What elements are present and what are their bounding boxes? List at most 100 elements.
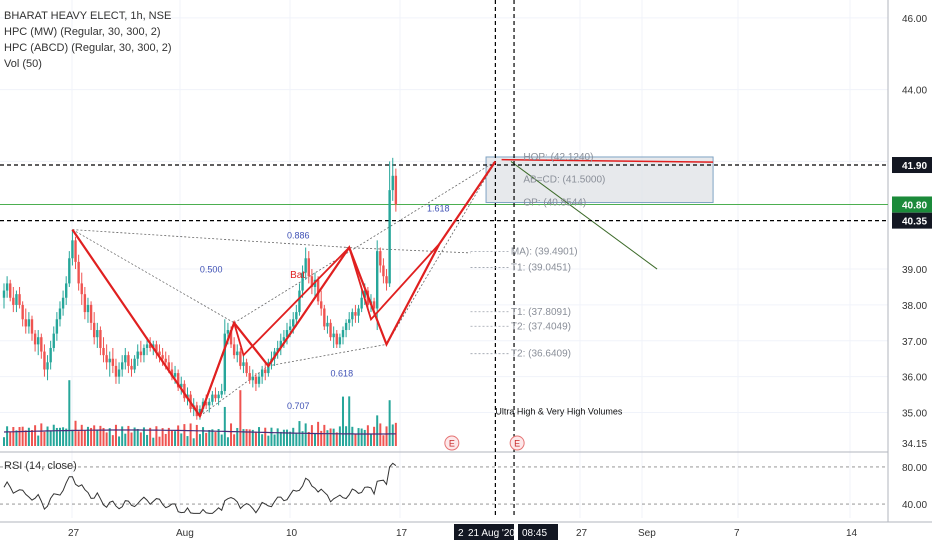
volume-bar xyxy=(18,427,21,446)
volume-bar xyxy=(177,425,180,446)
candle-body xyxy=(226,330,230,334)
volume-bar xyxy=(27,427,30,446)
volume-bar xyxy=(183,424,186,446)
volume-bar xyxy=(236,427,239,446)
candle-body xyxy=(24,319,27,327)
candle-body xyxy=(310,276,314,287)
price-axis-label: 36.00 xyxy=(902,373,927,384)
pattern-label: Bat xyxy=(290,270,305,281)
fib-dotted-line xyxy=(233,161,496,324)
candle-body xyxy=(264,369,267,374)
candle-body xyxy=(329,322,332,338)
price-axis-label: 35.00 xyxy=(902,409,927,420)
fib-ratio-label: 0.886 xyxy=(287,231,310,241)
candle-body xyxy=(282,337,286,341)
volume-bar xyxy=(37,435,40,446)
candle-body xyxy=(229,330,233,345)
price-axis-label: 38.00 xyxy=(902,301,927,312)
target-label: T2: (37.4049) xyxy=(511,321,571,332)
candle-body xyxy=(27,319,31,327)
volume-bar xyxy=(357,428,360,446)
indicator-abcd-label: HPC (ABCD) (Regular, 30, 300, 2) xyxy=(4,42,172,54)
candle-body xyxy=(164,358,167,363)
time-tag-label: 21 xyxy=(458,528,470,539)
volume-bar xyxy=(114,424,117,446)
volume-bar xyxy=(338,426,341,446)
fib-ratio-label: 0.500 xyxy=(200,265,223,275)
abcd-pattern-line xyxy=(199,243,441,417)
volume-bar xyxy=(40,423,43,446)
candle-body xyxy=(108,358,111,363)
volume-bar xyxy=(127,425,130,446)
candle-body xyxy=(348,319,351,323)
candle-body xyxy=(279,340,282,348)
candle-body xyxy=(344,322,348,331)
candle-body xyxy=(208,401,211,406)
time-axis-label: 7 xyxy=(734,528,740,539)
candle-body xyxy=(232,344,236,356)
volume-bar xyxy=(170,430,173,446)
candle-body xyxy=(71,240,74,259)
price-tag-bg xyxy=(892,196,932,213)
volume-bar xyxy=(369,433,372,446)
volume-bar xyxy=(251,429,254,446)
candle-body xyxy=(211,394,214,402)
volume-bar xyxy=(12,427,15,446)
volume-bar xyxy=(382,435,385,446)
candle-body xyxy=(155,344,158,352)
volume-bar xyxy=(329,428,332,446)
volume-bar xyxy=(186,436,189,446)
candle-body xyxy=(372,301,376,309)
volume-bar xyxy=(363,429,366,446)
volume-bar xyxy=(323,424,326,446)
time-axis-label: 10 xyxy=(286,528,298,539)
candle-body xyxy=(360,297,363,309)
volume-bar xyxy=(354,433,357,446)
candle-body xyxy=(2,290,6,298)
volume-bar xyxy=(245,429,248,446)
volume-bar xyxy=(335,432,338,446)
volume-bar xyxy=(276,428,279,446)
candle-body xyxy=(220,391,223,395)
candle-body xyxy=(276,347,279,352)
target-label: OP: (40.8544) xyxy=(523,198,586,209)
volume-bar xyxy=(261,434,264,446)
volume-bar xyxy=(379,423,382,446)
candle-body xyxy=(65,283,68,298)
time-tag-bg xyxy=(518,524,558,540)
volume-bar xyxy=(202,427,205,446)
candle-body xyxy=(316,279,320,302)
price-axis-label: 39.00 xyxy=(902,265,927,276)
volume-bar xyxy=(310,425,313,446)
candle-body xyxy=(248,373,251,381)
indicator-volume-label: Vol (50) xyxy=(4,58,42,70)
candle-body xyxy=(376,251,379,309)
target-label: MA): (39.4901) xyxy=(511,246,578,257)
candle-body xyxy=(292,319,295,327)
time-axis-label: 17 xyxy=(396,528,408,539)
volume-bar xyxy=(273,434,276,446)
candle-body xyxy=(114,365,118,377)
volume-bar xyxy=(211,429,214,446)
volume-bar xyxy=(46,426,49,446)
candle-body xyxy=(204,401,208,406)
candle-body xyxy=(83,294,87,313)
candle-body xyxy=(214,394,217,399)
rsi-line xyxy=(3,462,397,514)
volume-bar xyxy=(111,435,114,446)
candle-body xyxy=(68,258,71,284)
candle-body xyxy=(18,294,21,305)
volume-bar xyxy=(9,431,12,446)
harmonic-pattern-line xyxy=(71,160,497,419)
volume-bar xyxy=(341,396,344,446)
volume-bar xyxy=(180,433,183,446)
event-marker-label: E xyxy=(514,439,520,449)
candle-body xyxy=(242,362,245,366)
candle-body xyxy=(92,322,96,338)
target-label: AB=CD: (41.5000) xyxy=(523,174,605,185)
volume-bar xyxy=(242,429,245,446)
volume-bar xyxy=(65,428,68,446)
candle-body xyxy=(298,290,301,313)
volume-bar xyxy=(43,431,46,446)
